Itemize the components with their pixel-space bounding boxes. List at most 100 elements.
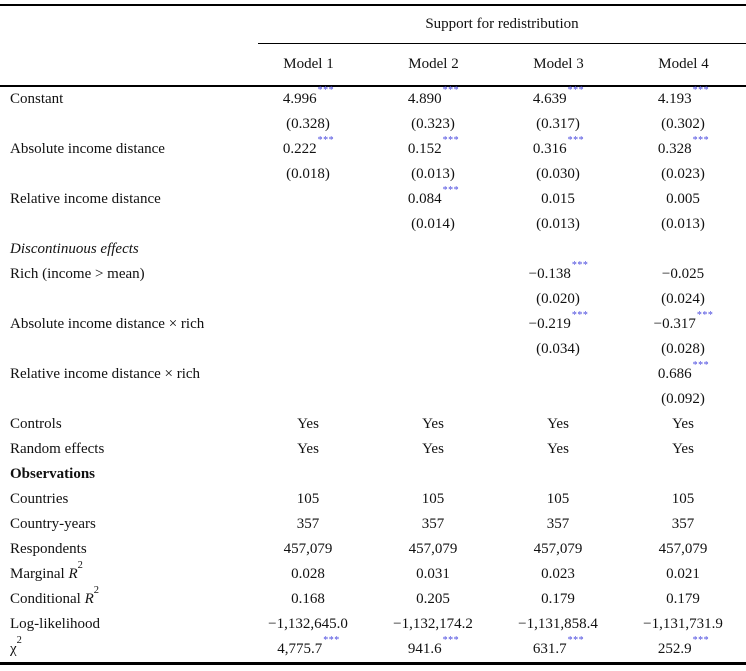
cell-model-2 (371, 291, 496, 308)
top-rule (0, 4, 746, 6)
table-row: Country-years 357 357 357 357 (0, 512, 746, 537)
row-label: Relative income distance (10, 191, 161, 207)
row-label-conditional-r2: Conditional R2 (10, 584, 100, 607)
cell-model-2: 105 (421, 491, 445, 507)
spanner-group: Support for redistribution (258, 6, 746, 44)
section-header-discontinuous-effects: Discontinuous effects (10, 241, 139, 257)
cell-model-3: 0.316*** (532, 134, 585, 157)
cell-model-2 (371, 316, 496, 333)
significance-stars: *** (317, 134, 335, 146)
cell-model-3: (0.020) (536, 291, 580, 307)
cell-model-4 (621, 241, 746, 258)
cell-model-1 (246, 291, 371, 308)
row-label: Absolute income distance × rich (10, 316, 205, 332)
significance-stars: *** (692, 359, 710, 371)
cell-model-2: Yes (422, 441, 444, 457)
table-row: Absolute income distance × rich −0.219**… (0, 309, 746, 337)
column-header-row: Model 1 Model 2 Model 3 Model 4 (0, 44, 746, 85)
cell-model-4: (0.092) (661, 391, 705, 407)
cell-model-3: Yes (547, 441, 569, 457)
cell-model-3 (496, 466, 621, 483)
table-row: Controls Yes Yes Yes Yes (0, 412, 746, 437)
table-row: Observations (0, 462, 746, 487)
row-label: Log-likelihood (10, 616, 100, 632)
spanner-title: Support for redistribution (425, 16, 579, 32)
row-label: Rich (income > mean) (10, 266, 145, 282)
cell-model-2: 0.205 (416, 591, 450, 607)
cell-model-2 (371, 366, 496, 383)
significance-stars: *** (567, 84, 585, 96)
cell-model-1 (246, 366, 371, 383)
cell-model-2: Yes (422, 416, 444, 432)
cell-model-3: (0.030) (536, 166, 580, 182)
table-row: Log-likelihood −1,132,645.0 −1,132,174.2… (0, 612, 746, 637)
significance-stars: *** (571, 309, 589, 321)
cell-model-3: 357 (546, 516, 570, 532)
cell-model-4: 252.9*** (657, 634, 710, 657)
cell-model-4: 0.328*** (657, 134, 710, 157)
cell-model-3: 457,079 (533, 541, 583, 557)
cell-model-1: Yes (297, 416, 319, 432)
cell-model-4: 0.179 (666, 591, 700, 607)
cell-model-3: 631.7*** (532, 634, 585, 657)
cell-model-4: (0.024) (661, 291, 705, 307)
table-row: Random effects Yes Yes Yes Yes (0, 437, 746, 462)
cell-model-2: 0.031 (416, 566, 450, 582)
cell-model-1: 4.996*** (282, 84, 335, 107)
cell-model-3 (496, 366, 621, 383)
significance-stars: *** (571, 259, 589, 271)
cell-model-3: 4.639*** (532, 84, 585, 107)
cell-model-2: 0.152*** (407, 134, 460, 157)
cell-model-3: 0.179 (541, 591, 575, 607)
significance-stars: *** (567, 134, 585, 146)
section-header-observations: Observations (10, 466, 96, 482)
cell-model-4: (0.023) (661, 166, 705, 182)
significance-stars: *** (442, 134, 460, 146)
column-header-model-4: Model 4 (658, 56, 709, 72)
table-row: (0.014) (0.013) (0.013) (0, 212, 746, 237)
cell-model-2 (371, 391, 496, 408)
cell-model-3: 0.023 (541, 566, 575, 582)
bottom-rule (0, 662, 746, 665)
cell-model-1: −1,132,645.0 (268, 616, 348, 632)
cell-model-4: 0.686*** (657, 359, 710, 382)
cell-model-2: −1,132,174.2 (393, 616, 473, 632)
cell-model-1: 0.168 (291, 591, 325, 607)
table-row: Marginal R2 0.028 0.031 0.023 0.021 (0, 560, 746, 587)
row-label: Respondents (10, 541, 87, 557)
cell-model-1: 0.222*** (282, 134, 335, 157)
row-label: Country-years (10, 516, 96, 532)
cell-model-2 (371, 341, 496, 358)
column-header-model-2: Model 2 (408, 56, 459, 72)
table-row: (0.092) (0, 387, 746, 412)
cell-model-1: (0.018) (286, 166, 330, 182)
cell-model-1 (246, 391, 371, 408)
table-row: Rich (income > mean) −0.138*** −0.025 (0, 259, 746, 287)
cell-model-4: (0.302) (661, 116, 705, 132)
cell-model-4: −0.317*** (653, 309, 714, 332)
significance-stars: *** (442, 634, 460, 646)
cell-model-4: 4.193*** (657, 84, 710, 107)
column-header-model-3: Model 3 (533, 56, 584, 72)
cell-model-1: 357 (296, 516, 320, 532)
cell-model-1 (246, 266, 371, 283)
label-superscript: 2 (16, 634, 22, 646)
cell-model-4: 357 (671, 516, 695, 532)
table-row: Absolute income distance 0.222*** 0.152*… (0, 134, 746, 162)
significance-stars: *** (317, 84, 335, 96)
cell-model-4: Yes (672, 416, 694, 432)
cell-model-4: (0.013) (661, 216, 705, 232)
cell-model-1: 105 (296, 491, 320, 507)
row-label: Countries (10, 491, 69, 507)
cell-model-2 (371, 241, 496, 258)
table-row: Discontinuous effects (0, 237, 746, 262)
cell-model-1: Yes (297, 441, 319, 457)
cell-model-4: −1,131,731.9 (643, 616, 723, 632)
cell-model-4: Yes (672, 441, 694, 457)
cell-model-4 (621, 466, 746, 483)
cell-model-2: 457,079 (408, 541, 458, 557)
cell-model-3 (496, 391, 621, 408)
row-label: Controls (10, 416, 62, 432)
table-row: Constant 4.996*** 4.890*** 4.639*** 4.19… (0, 84, 746, 112)
cell-model-4: 0.005 (666, 191, 700, 207)
